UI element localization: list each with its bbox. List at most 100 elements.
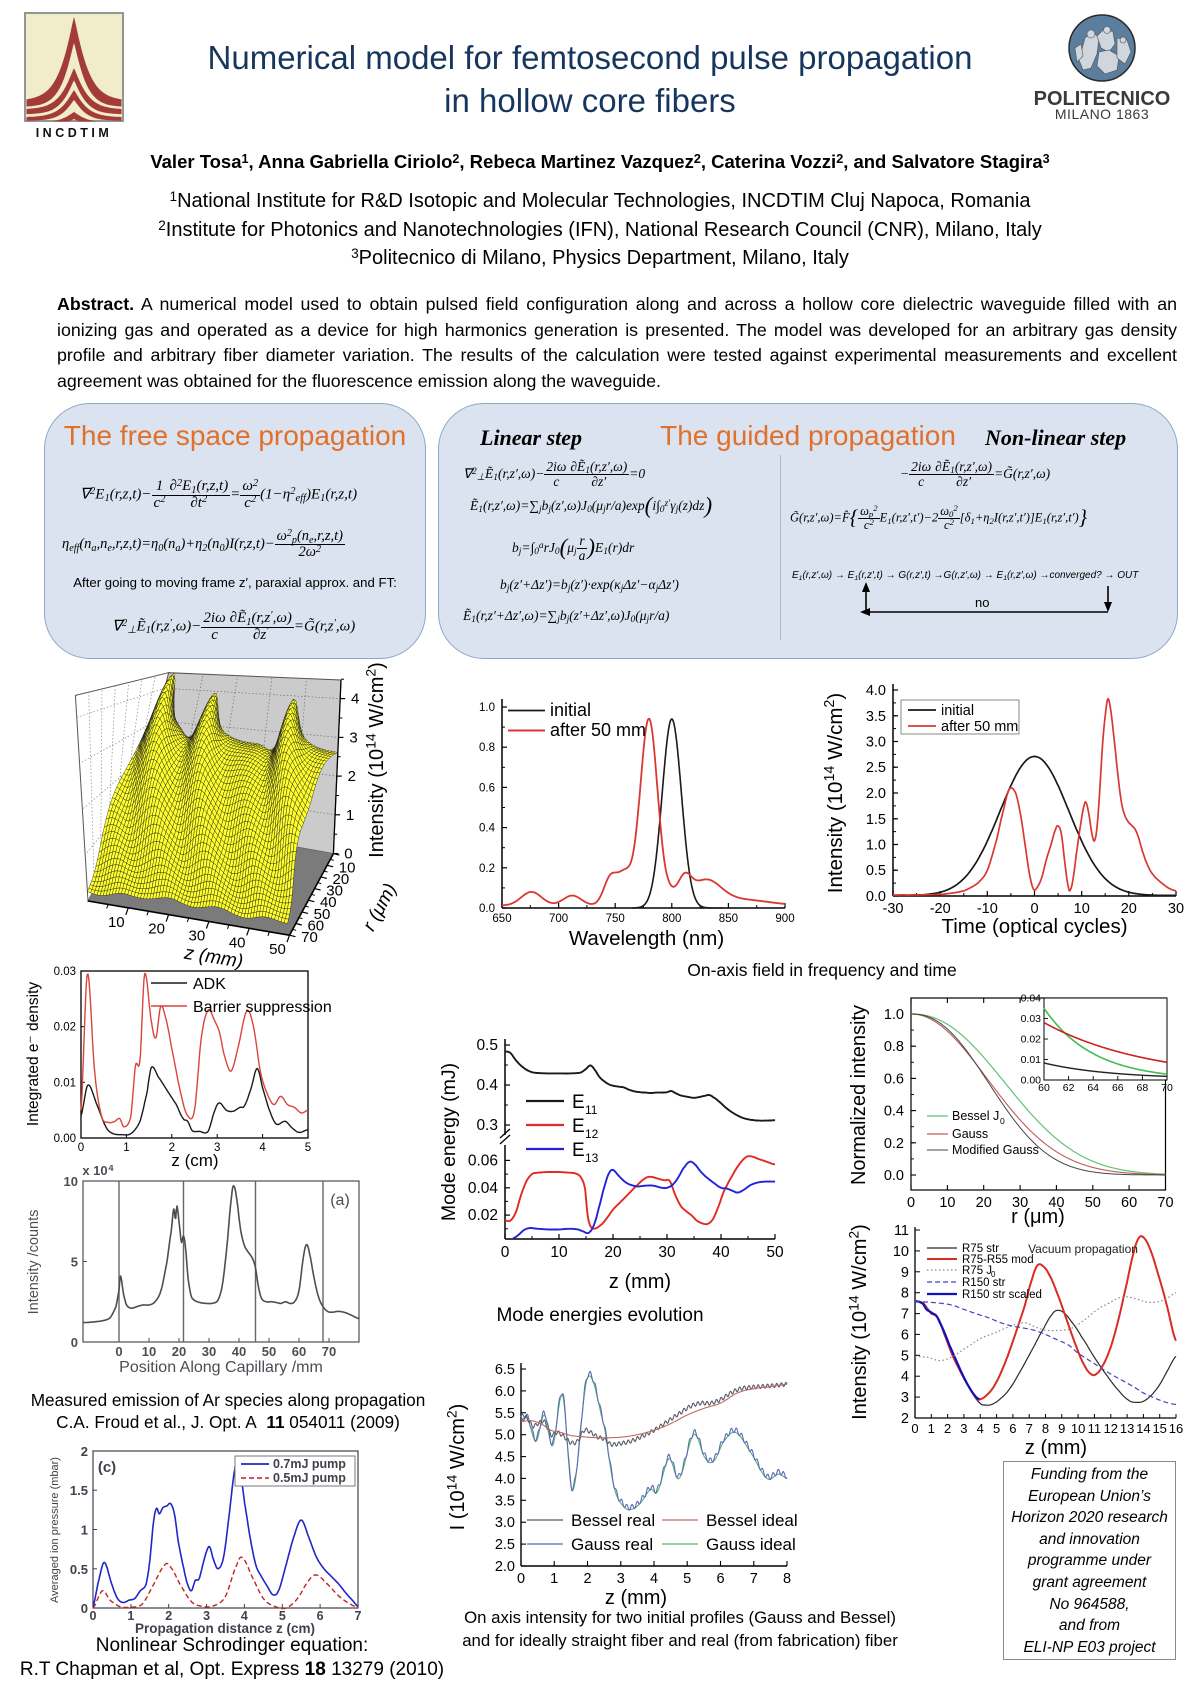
svg-text:10: 10 — [142, 1344, 156, 1359]
svg-text:z (mm): z (mm) — [609, 1271, 671, 1293]
svg-text:Mode energy (mJ): Mode energy (mJ) — [438, 1063, 460, 1221]
svg-text:12: 12 — [1104, 1421, 1118, 1436]
svg-text:50: 50 — [1085, 1195, 1101, 1211]
svg-text:0.4: 0.4 — [476, 1077, 498, 1094]
svg-text:-10: -10 — [977, 901, 998, 917]
svg-text:Bessel ideal: Bessel ideal — [706, 1511, 798, 1530]
svg-text:1.0: 1.0 — [884, 1007, 904, 1023]
svg-text:50: 50 — [262, 1344, 276, 1359]
svg-text:1: 1 — [550, 1571, 558, 1587]
svg-text:(c): (c) — [98, 1459, 116, 1476]
svg-text:E: E — [572, 1140, 585, 1161]
svg-text:0: 0 — [78, 1142, 84, 1154]
svg-text:8: 8 — [1042, 1421, 1049, 1436]
svg-text:40: 40 — [232, 1344, 246, 1359]
svg-text:0.02: 0.02 — [54, 1022, 76, 1034]
svg-text:0.01: 0.01 — [54, 1077, 76, 1089]
svg-text:10: 10 — [550, 1244, 568, 1261]
svg-text:0.4: 0.4 — [884, 1104, 904, 1120]
svg-text:Normalized intensity: Normalized intensity — [848, 1005, 870, 1185]
svg-text:Gauss ideal: Gauss ideal — [706, 1535, 796, 1554]
svg-text:1.5: 1.5 — [866, 812, 886, 828]
svg-text:r (μm): r (μm) — [1011, 1206, 1065, 1228]
svg-text:850: 850 — [719, 913, 738, 925]
svg-text:2: 2 — [81, 1444, 88, 1459]
svg-text:Propagation distance z (cm): Propagation distance z (cm) — [135, 1621, 315, 1636]
svg-text:68: 68 — [1137, 1082, 1149, 1094]
svg-text:2.0: 2.0 — [495, 1559, 515, 1575]
svg-text:E: E — [572, 1116, 585, 1137]
svg-text:30: 30 — [658, 1244, 676, 1261]
svg-text:3: 3 — [203, 1609, 210, 1623]
svg-text:12: 12 — [585, 1127, 599, 1141]
svg-text:60: 60 — [1121, 1195, 1137, 1211]
svg-text:6: 6 — [716, 1571, 724, 1587]
svg-text:10: 10 — [939, 1195, 955, 1211]
svg-text:30: 30 — [202, 1344, 216, 1359]
svg-text:0.4: 0.4 — [479, 823, 496, 835]
svg-text:60: 60 — [292, 1344, 306, 1359]
svg-text:MILANO 1863: MILANO 1863 — [1055, 106, 1149, 122]
svg-text:Wavelength (nm): Wavelength (nm) — [569, 927, 724, 950]
svg-text:13: 13 — [585, 1151, 599, 1165]
svg-text:POLITECNICO: POLITECNICO — [1034, 88, 1171, 110]
svg-text:0.5mJ pump: 0.5mJ pump — [273, 1471, 346, 1485]
svg-text:70: 70 — [322, 1344, 336, 1359]
svg-text:0: 0 — [501, 1244, 510, 1261]
svg-text:0.04: 0.04 — [468, 1180, 499, 1197]
svg-text:750: 750 — [606, 913, 625, 925]
svg-text:0: 0 — [81, 1601, 88, 1616]
svg-text:4.5: 4.5 — [495, 1450, 515, 1466]
svg-text:0.5: 0.5 — [70, 1562, 88, 1577]
svg-text:2: 2 — [901, 1411, 909, 1427]
svg-text:3: 3 — [901, 1390, 909, 1406]
svg-text:6: 6 — [901, 1327, 909, 1343]
svg-text:0.02: 0.02 — [1021, 1034, 1042, 1046]
svg-text:40: 40 — [712, 1244, 730, 1261]
svg-text:1.0: 1.0 — [866, 838, 886, 854]
svg-text:50: 50 — [314, 906, 331, 923]
svg-text:70: 70 — [1161, 1082, 1173, 1094]
svg-text:5: 5 — [279, 1609, 286, 1623]
svg-text:3.5: 3.5 — [866, 709, 886, 725]
svg-text:2.0: 2.0 — [866, 786, 886, 802]
svg-text:50: 50 — [269, 941, 286, 958]
svg-text:Bessel real: Bessel real — [571, 1511, 655, 1530]
svg-text:40: 40 — [320, 894, 337, 911]
svg-text:30: 30 — [326, 883, 343, 900]
svg-text:R75 str: R75 str — [962, 1243, 999, 1255]
svg-text:E: E — [572, 1092, 585, 1113]
svg-text:4: 4 — [259, 1142, 266, 1154]
svg-text:0: 0 — [71, 1335, 78, 1350]
svg-text:Intensity (1014 W/cm2): Intensity (1014 W/cm2) — [822, 693, 847, 893]
svg-text:9: 9 — [1058, 1421, 1065, 1436]
svg-text:14: 14 — [1136, 1421, 1150, 1436]
svg-text:x 10: x 10 — [82, 1165, 107, 1178]
svg-text:1: 1 — [127, 1609, 134, 1623]
svg-text:66: 66 — [1112, 1082, 1124, 1094]
svg-text:1: 1 — [123, 1142, 129, 1154]
svg-text:-30: -30 — [883, 901, 904, 917]
svg-text:Time (optical cycles): Time (optical cycles) — [941, 915, 1127, 938]
svg-text:(a): (a) — [330, 1192, 350, 1209]
svg-text:3.0: 3.0 — [495, 1515, 515, 1531]
svg-text:Position Along Capillary /mm: Position Along Capillary /mm — [119, 1359, 323, 1376]
svg-text:60: 60 — [1038, 1082, 1050, 1094]
svg-text:70: 70 — [301, 929, 318, 946]
svg-text:0.02: 0.02 — [468, 1207, 498, 1224]
svg-text:4: 4 — [351, 691, 359, 708]
svg-text:4.0: 4.0 — [866, 683, 886, 699]
svg-text:5: 5 — [683, 1571, 691, 1587]
svg-text:initial: initial — [941, 703, 974, 719]
svg-text:50: 50 — [766, 1244, 784, 1261]
svg-text:4: 4 — [977, 1421, 984, 1436]
svg-text:20: 20 — [172, 1344, 186, 1359]
svg-text:z (mm): z (mm) — [605, 1587, 667, 1609]
svg-text:3: 3 — [960, 1421, 967, 1436]
svg-text:5.5: 5.5 — [495, 1406, 515, 1422]
svg-text:0: 0 — [991, 1270, 996, 1279]
svg-text:after 50 mm: after 50 mm — [941, 719, 1018, 735]
svg-text:1: 1 — [928, 1421, 935, 1436]
svg-text:4: 4 — [108, 1165, 113, 1173]
svg-text:3: 3 — [214, 1142, 220, 1154]
